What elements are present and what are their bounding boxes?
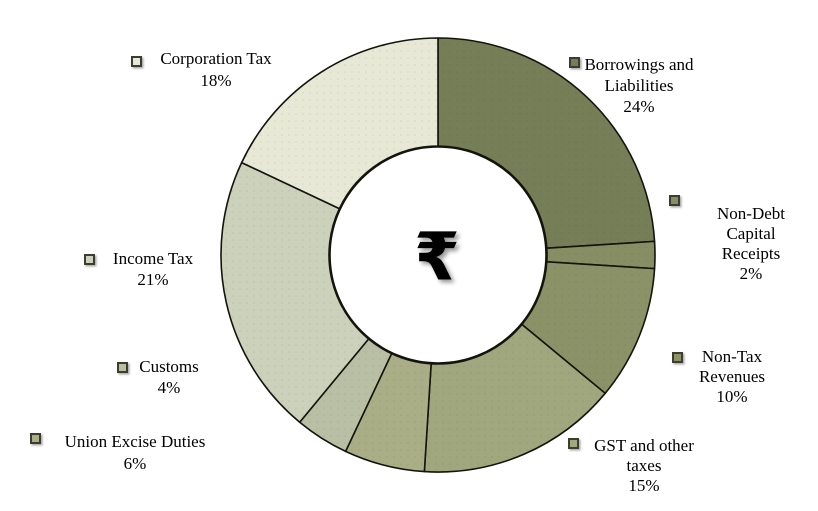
legend-text-line: Receipts [721,244,781,263]
legend-value: 21% [137,270,169,289]
legend-value: 2% [739,264,763,283]
slice-texture [424,324,606,473]
legend-marker-non-tax-revenues [672,352,683,363]
legend-text-line: Revenues [698,367,766,386]
legend-value: 18% [200,71,232,90]
slice-texture [241,38,438,209]
legend-value: 6% [123,454,147,473]
legend-marker-corporation-tax [131,56,142,67]
legend-label-income-tax: Income Tax 21% [97,248,209,290]
legend-label-corporation-tax: Corporation Tax 18% [131,48,301,92]
legend-value: 10% [716,387,748,406]
slice-texture [220,162,369,423]
slice-texture [299,338,392,452]
legend-value: 24% [623,97,655,116]
donut-hole [329,146,547,364]
legend-text-line: Income Tax [112,249,194,268]
legend-text-line: GST and other [594,436,694,455]
legend-marker-customs [117,362,128,373]
legend-label-non-debt-capital-receipts: Non-Debt Capital Receipts 2% [700,204,802,284]
legend-marker-gst-and-other-taxes [568,438,579,449]
legend-text-line: taxes [626,456,662,475]
legend-label-gst-and-other-taxes: GST and other taxes 15% [570,436,718,496]
legend-text-line: Borrowings and [584,55,694,74]
legend-label-borrowings-and-liabilities: Borrowings and Liabilities 24% [577,54,701,117]
legend-label-non-tax-revenues: Non-Tax Revenues 10% [676,347,788,407]
legend-text-line: Union Excise Duties [64,432,206,451]
rupee-symbol: ₹ [414,218,460,296]
slice-texture [521,261,655,394]
legend-text-line: Capital [726,224,776,243]
legend-marker-union-excise-duties [30,433,41,444]
legend-label-customs: Customs 4% [119,356,219,398]
legend-marker-borrowings-and-liabilities [569,57,580,68]
legend-value: 15% [628,476,660,495]
legend-text-line: Customs [139,357,199,376]
slice-texture [345,353,432,472]
legend-value: 4% [157,378,181,397]
legend-label-union-excise-duties: Union Excise Duties 6% [42,431,228,475]
legend-marker-income-tax [84,254,95,265]
legend-text-line: Liabilities [604,76,674,95]
legend-text-line: Corporation Tax [160,49,272,68]
legend-text-line: Non-Debt [717,204,785,223]
slice-texture [546,241,655,269]
donut-slices [220,37,656,473]
slice-texture [438,38,655,249]
legend-text-line: Non-Tax [701,347,763,366]
legend-marker-non-debt-capital-receipts [669,195,680,206]
